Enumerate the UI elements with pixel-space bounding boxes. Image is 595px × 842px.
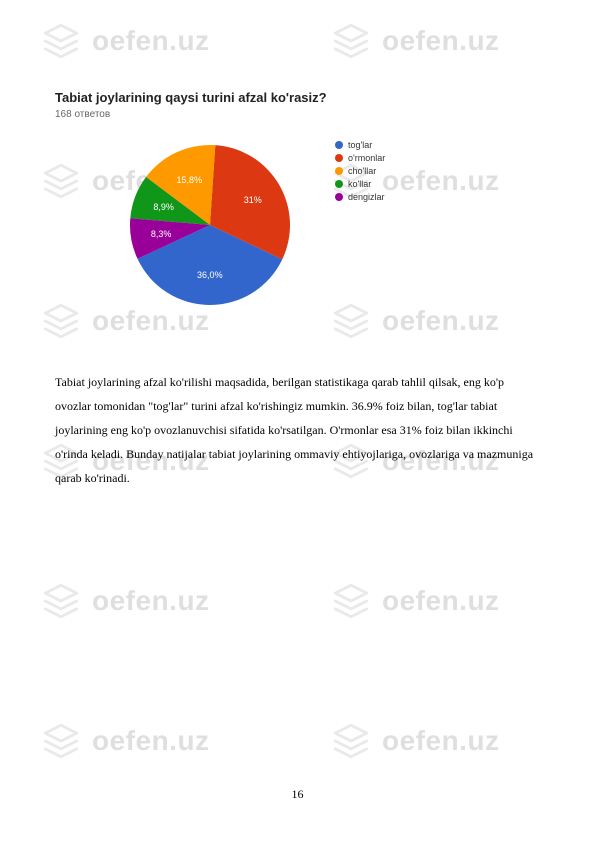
watermark-item: oefen.uz — [40, 720, 210, 762]
watermark-text: oefen.uz — [92, 585, 210, 617]
legend-label: ko'llar — [348, 179, 371, 189]
watermark-text: oefen.uz — [92, 725, 210, 757]
slice-label: 15,8% — [177, 175, 203, 185]
watermark-text: oefen.uz — [382, 585, 500, 617]
legend-item: o'rmonlar — [335, 153, 385, 163]
watermark-item: oefen.uz — [40, 580, 210, 622]
legend-label: tog'lar — [348, 140, 372, 150]
legend-item: tog'lar — [335, 140, 385, 150]
chart-legend: tog'lar o'rmonlar cho'llar ko'llar dengizlar — [335, 140, 385, 205]
legend-label: cho'llar — [348, 166, 376, 176]
watermark-item: oefen.uz — [330, 580, 500, 622]
legend-label: dengizlar — [348, 192, 385, 202]
legend-dot — [335, 154, 343, 162]
pie-chart: 36,0% 31% 15,8% 8,9% 8,3% — [115, 130, 305, 320]
legend-item: dengizlar — [335, 192, 385, 202]
slice-label: 36,0% — [197, 270, 223, 280]
watermark-text: oefen.uz — [382, 725, 500, 757]
legend-dot — [335, 180, 343, 188]
legend-label: o'rmonlar — [348, 153, 385, 163]
body-paragraph: Tabiat joylarining afzal ko'rilishi maqs… — [55, 370, 540, 490]
chart-container: 36,0% 31% 15,8% 8,9% 8,3% tog'lar o'rmonlar ch… — [115, 130, 540, 320]
watermark-item: oefen.uz — [330, 720, 500, 762]
chart-subtitle: 168 ответов — [55, 109, 540, 120]
slice-label: 8,3% — [151, 229, 172, 239]
legend-dot — [335, 167, 343, 175]
pie-svg — [115, 130, 305, 320]
chart-title: Tabiat joylarining qaysi turini afzal ko… — [55, 90, 540, 105]
legend-dot — [335, 193, 343, 201]
legend-item: cho'llar — [335, 166, 385, 176]
legend-dot — [335, 141, 343, 149]
content-area: Tabiat joylarining qaysi turini afzal ko… — [0, 0, 595, 490]
slice-label: 31% — [244, 195, 262, 205]
legend-item: ko'llar — [335, 179, 385, 189]
page-number: 16 — [0, 787, 595, 802]
slice-label: 8,9% — [153, 202, 174, 212]
